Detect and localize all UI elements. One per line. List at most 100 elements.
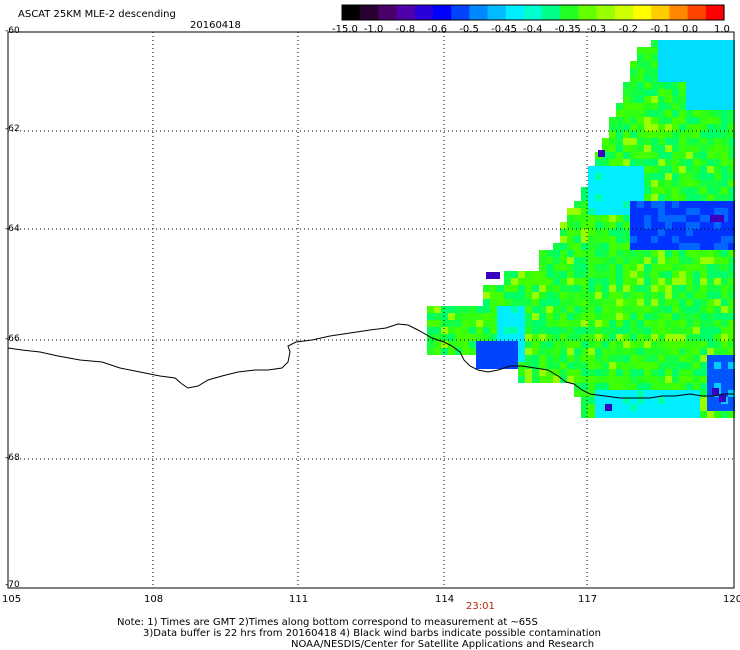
swath-cell <box>707 201 714 208</box>
swath-cell <box>721 194 728 201</box>
swath-cell <box>672 383 679 390</box>
swath-cell <box>686 194 693 201</box>
swath-cell <box>595 285 602 292</box>
swath-cell <box>728 341 735 348</box>
swath-cell <box>637 327 644 334</box>
swath-cell <box>574 222 581 229</box>
swath-cell <box>700 341 707 348</box>
swath-cell <box>672 334 679 341</box>
swath-cell <box>581 355 588 362</box>
plot-frame <box>7 31 735 589</box>
swath-cell <box>658 173 665 180</box>
swath-cell <box>623 236 630 243</box>
swath-cell <box>525 341 532 348</box>
swath-cell <box>609 320 616 327</box>
swath-cell <box>714 313 721 320</box>
swath-cell <box>483 348 490 355</box>
swath-cell <box>623 166 630 173</box>
swath-cell <box>567 306 574 313</box>
swath-cell <box>700 82 707 89</box>
swath-cell <box>630 89 637 96</box>
swath-cell <box>707 208 714 215</box>
swath-cell <box>588 250 595 257</box>
swath-cell <box>700 96 707 103</box>
swath-cell <box>672 96 679 103</box>
swath-cell <box>595 208 602 215</box>
swath-cell <box>686 96 693 103</box>
swath-cell <box>700 243 707 250</box>
swath-cell <box>469 320 476 327</box>
swath-cell <box>630 159 637 166</box>
swath-cell <box>455 341 462 348</box>
swath-cell <box>714 131 721 138</box>
swath-cell <box>511 299 518 306</box>
swath-cell <box>637 96 644 103</box>
swath-cell <box>637 138 644 145</box>
swath-cell <box>728 131 735 138</box>
swath-cell <box>707 264 714 271</box>
swath-cell <box>665 348 672 355</box>
swath-cell <box>504 355 511 362</box>
swath-cell <box>658 404 665 411</box>
swath-cell <box>728 47 735 54</box>
swath-cell <box>679 306 686 313</box>
swath-cell <box>609 411 616 418</box>
swath-cell <box>728 369 735 376</box>
swath-cell <box>672 327 679 334</box>
swath-cell <box>532 327 539 334</box>
swath-cell <box>700 180 707 187</box>
swath-cell <box>455 348 462 355</box>
swath-cell <box>574 320 581 327</box>
swath-cell <box>483 341 490 348</box>
swath-cell <box>462 313 469 320</box>
swath-cell <box>623 362 630 369</box>
swath-cell <box>581 383 588 390</box>
swath-cell <box>700 306 707 313</box>
swath-cell <box>588 362 595 369</box>
swath-cell <box>574 243 581 250</box>
swath-cell <box>567 320 574 327</box>
swath-cell <box>679 341 686 348</box>
swath-cell <box>623 89 630 96</box>
swath-cell <box>553 271 560 278</box>
swath-cell <box>712 388 719 395</box>
swath-cell <box>490 320 497 327</box>
swath-cell <box>609 187 616 194</box>
swath-cell <box>686 222 693 229</box>
swath-cell <box>644 61 651 68</box>
swath-cell <box>637 376 644 383</box>
swath-cell <box>714 250 721 257</box>
swath-cell <box>707 397 714 404</box>
swath-cell <box>728 334 735 341</box>
swath-cell <box>700 75 707 82</box>
swath-cell <box>609 376 616 383</box>
swath-cell <box>539 264 546 271</box>
swath-cell <box>630 250 637 257</box>
swath-cell <box>623 383 630 390</box>
swath-cell <box>623 355 630 362</box>
swath-cell <box>693 54 700 61</box>
swath-cell <box>644 82 651 89</box>
swath-cell <box>714 355 721 362</box>
swath-cell <box>651 229 658 236</box>
swath-cell <box>658 278 665 285</box>
swath-cell <box>602 166 609 173</box>
swath-cell <box>714 236 721 243</box>
swath-cell <box>476 362 483 369</box>
swath-cell <box>434 348 441 355</box>
swath-cell <box>616 208 623 215</box>
swath-cell <box>686 180 693 187</box>
swath-cell <box>693 180 700 187</box>
swath-cell <box>714 187 721 194</box>
swath-cell <box>574 355 581 362</box>
swath-cell <box>602 320 609 327</box>
swath-cell <box>672 208 679 215</box>
swath-cell <box>490 327 497 334</box>
swath-cell <box>658 117 665 124</box>
swath-cell <box>707 96 714 103</box>
swath-cell <box>714 278 721 285</box>
swath-cell <box>679 383 686 390</box>
swath-cell <box>644 131 651 138</box>
colorbar-swatch <box>596 5 616 20</box>
swath-cell <box>665 320 672 327</box>
